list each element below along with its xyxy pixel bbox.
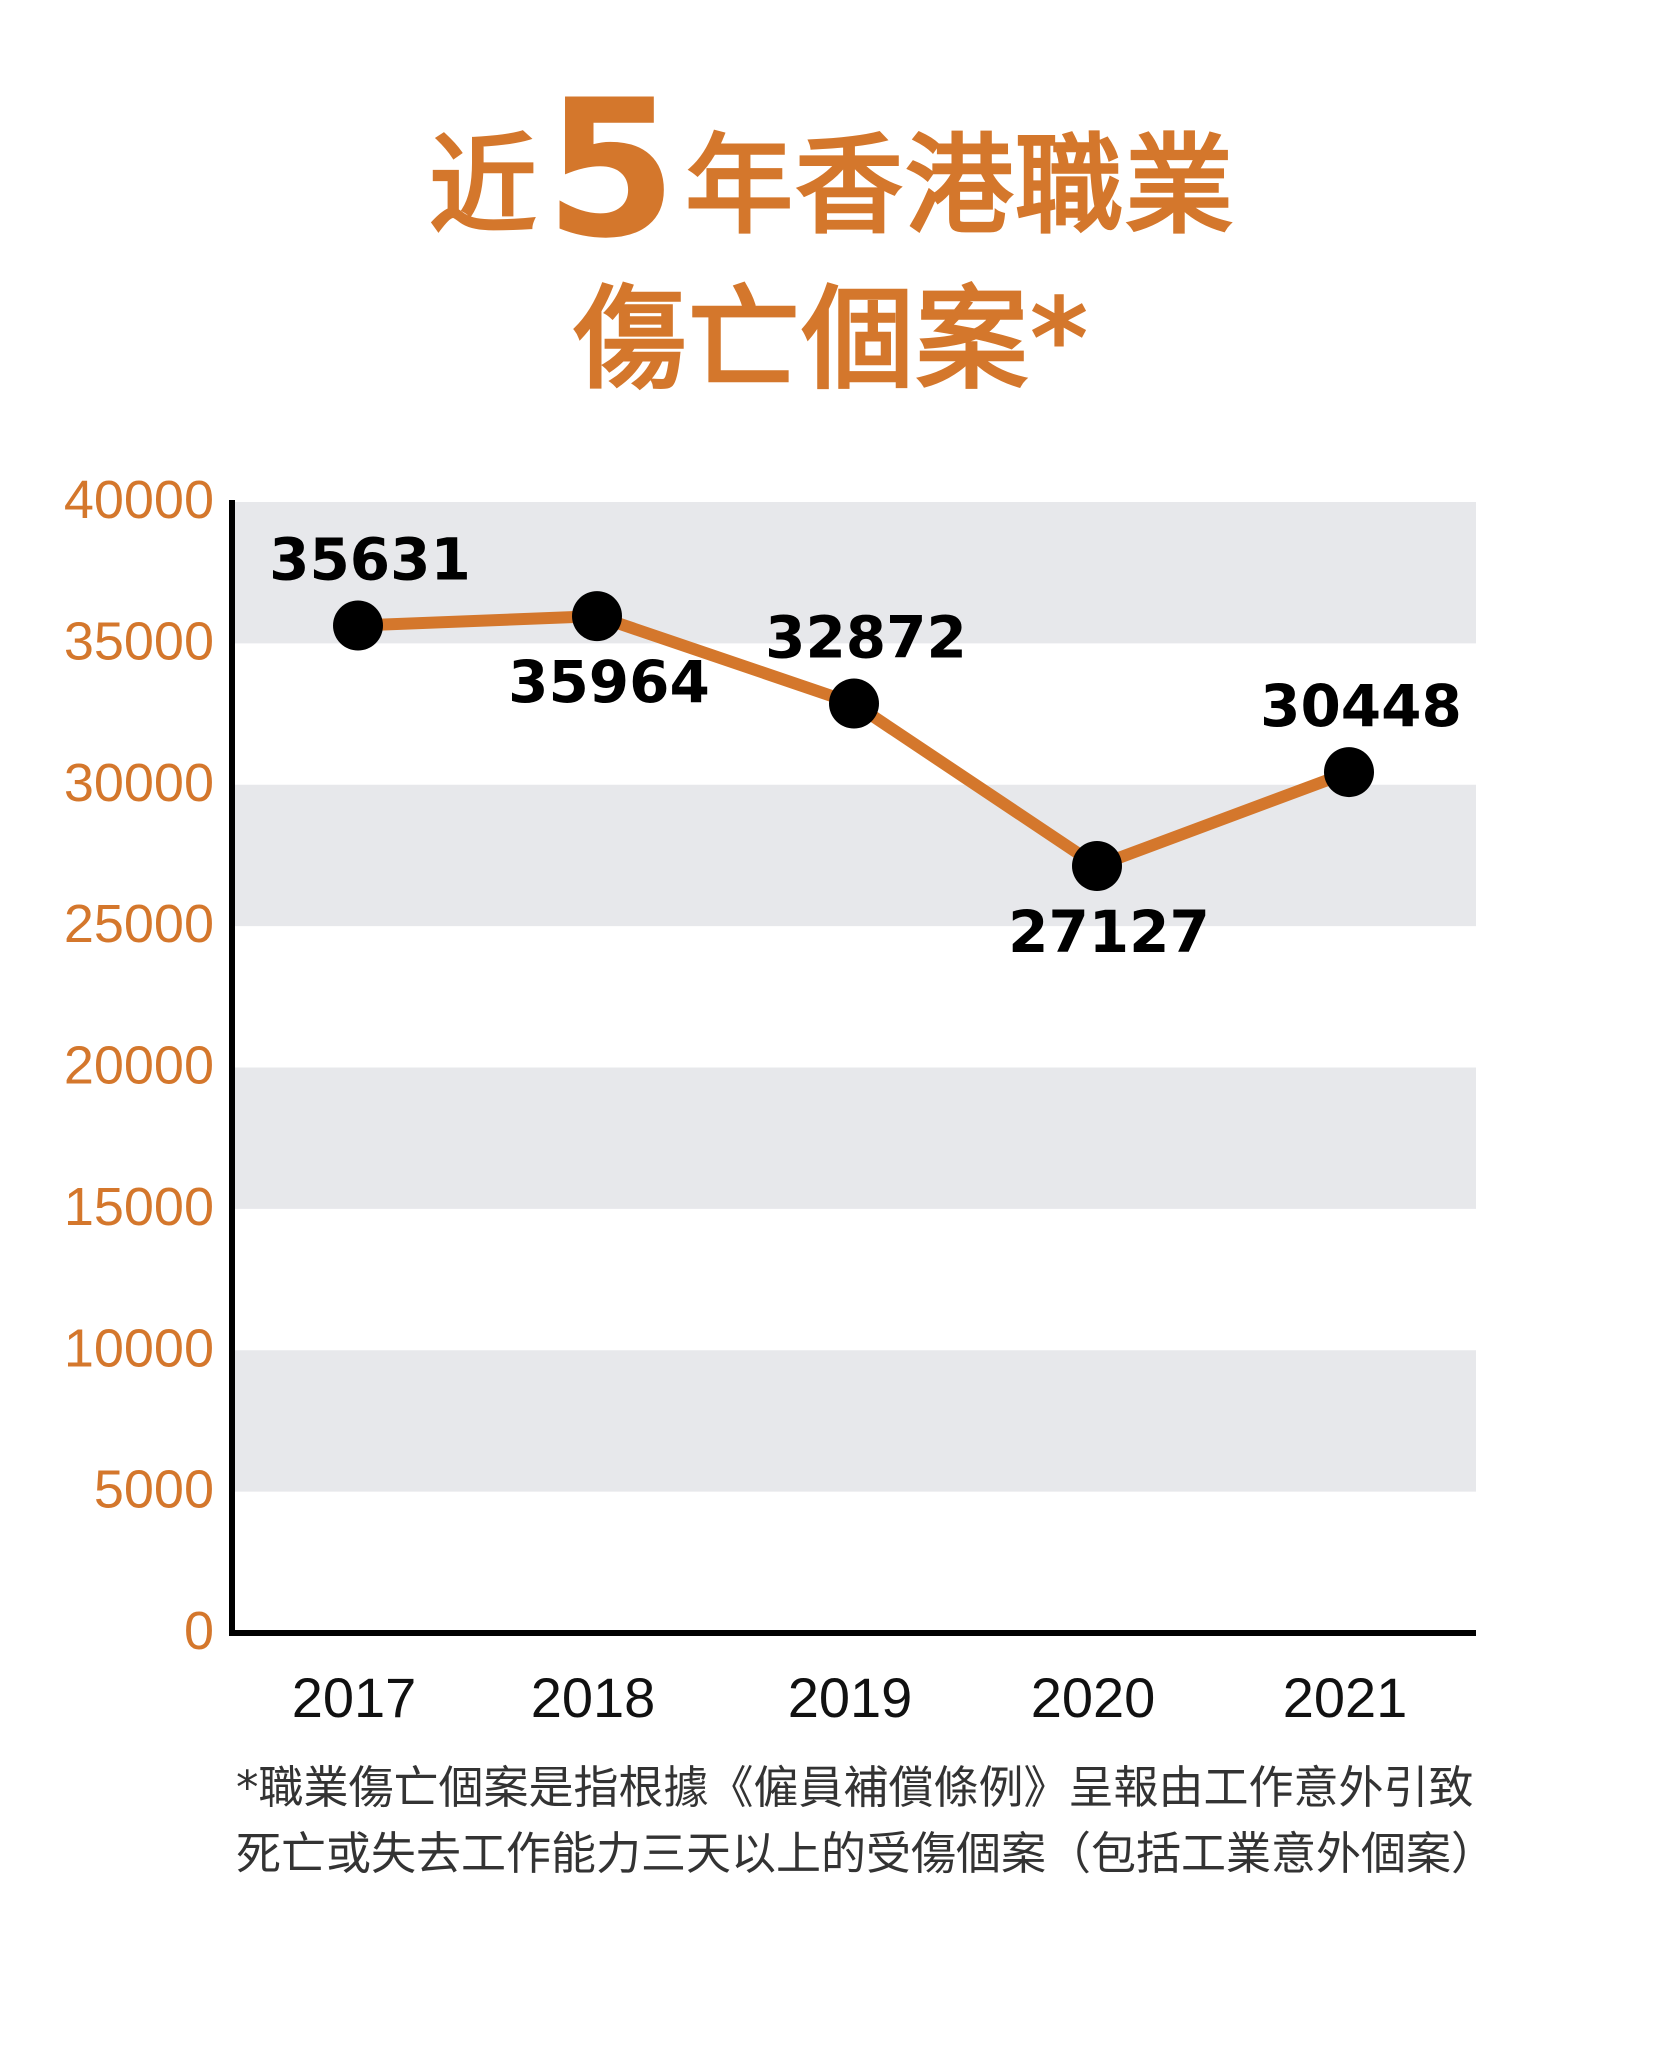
series-group: 35631 35964 32872 27127 30448 [269, 526, 1462, 966]
line-chart: 0 5000 10000 15000 20000 25000 30000 35000 40000… [64, 470, 1476, 1729]
chart-title-line2: 傷亡個案* [573, 275, 1091, 405]
data-label: 35964 [508, 648, 710, 716]
data-label: 30448 [1260, 672, 1462, 740]
y-tick-label: 40000 [64, 470, 214, 530]
x-tick-label: 2017 [292, 1666, 417, 1729]
grid-band [232, 784, 1476, 927]
data-point [333, 600, 383, 651]
data-label: 32872 [765, 604, 967, 672]
y-tick-label: 5000 [94, 1460, 214, 1520]
y-tick-label: 35000 [64, 611, 214, 671]
grid-band [232, 1067, 1476, 1209]
title-suffix: 年香港職業 [685, 124, 1236, 249]
chart-title-line1: 近5年香港職業 [0, 75, 1664, 265]
data-point [572, 591, 622, 642]
y-tick-label: 30000 [64, 753, 214, 813]
y-axis-ticks: 0 5000 10000 15000 20000 25000 30000 35000 40000 [64, 470, 214, 1661]
x-tick-label: 2019 [788, 1666, 913, 1729]
footnote: *職業傷亡個案是指根據《僱員補償條例》呈報由工作意外引致死亡或失去工作能力三天以… [236, 1761, 1497, 1880]
x-tick-label: 2020 [1031, 1666, 1156, 1729]
x-axis-ticks: 2017 2018 2019 2020 2021 [292, 1666, 1408, 1729]
y-tick-label: 25000 [64, 894, 214, 954]
data-label: 27127 [1008, 898, 1210, 966]
x-tick-label: 2021 [1283, 1666, 1408, 1729]
y-tick-label: 20000 [64, 1036, 214, 1096]
title-prefix: 近 [428, 124, 539, 249]
data-point [1072, 840, 1122, 891]
x-tick-label: 2018 [531, 1666, 656, 1729]
data-point [1324, 747, 1374, 798]
title-number: 5 [544, 59, 680, 280]
data-label: 35631 [269, 526, 471, 594]
grid-band [232, 1350, 1476, 1492]
y-tick-label: 0 [184, 1601, 214, 1661]
y-tick-label: 10000 [64, 1318, 214, 1378]
y-tick-label: 15000 [64, 1177, 214, 1237]
data-point [829, 678, 879, 729]
